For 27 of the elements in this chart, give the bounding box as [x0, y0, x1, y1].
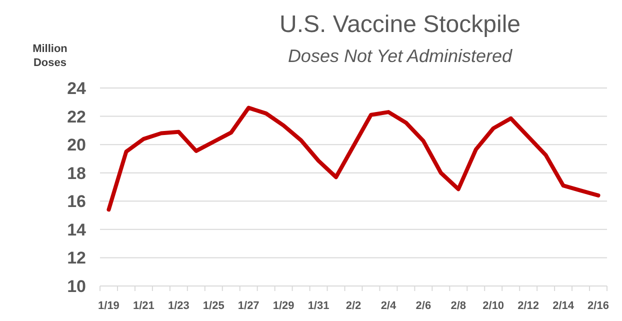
x-tick-label: 1/21 [132, 300, 154, 312]
y-tick-label: 12 [67, 248, 86, 268]
y-tick-label: 14 [67, 220, 87, 240]
y-tick-label: 24 [67, 79, 87, 98]
x-tick-label: 2/6 [416, 300, 432, 312]
y-tick-label: 20 [67, 136, 86, 155]
chart-subtitle: Doses Not Yet Administered [288, 46, 514, 66]
y-tick-label: 22 [67, 107, 86, 126]
x-tick-label: 1/19 [98, 300, 120, 312]
x-tick-label: 1/29 [272, 300, 294, 312]
y-axis-title: Million Doses [32, 43, 68, 69]
x-tick-label: 1/27 [238, 300, 260, 312]
x-tick-label: 2/12 [518, 300, 540, 312]
x-tick-label: 2/10 [482, 300, 504, 312]
x-tick-label: 2/16 [588, 300, 609, 312]
x-tick-label: 1/23 [168, 300, 190, 312]
x-tick-label: 2/2 [346, 300, 362, 312]
y-tick-label: 16 [67, 192, 86, 212]
y-tick-label: 10 [67, 277, 86, 296]
line-series [106, 106, 600, 212]
x-tick-label: 2/14 [552, 300, 575, 312]
x-tick-label: 1/31 [308, 300, 330, 312]
y-tick-label: 18 [67, 164, 86, 183]
x-tick-label: 2/4 [380, 300, 397, 312]
x-tick-label: 2/8 [450, 300, 466, 312]
x-tick-label: 1/25 [202, 300, 224, 312]
chart-title: U.S. Vaccine Stockpile [280, 11, 520, 38]
